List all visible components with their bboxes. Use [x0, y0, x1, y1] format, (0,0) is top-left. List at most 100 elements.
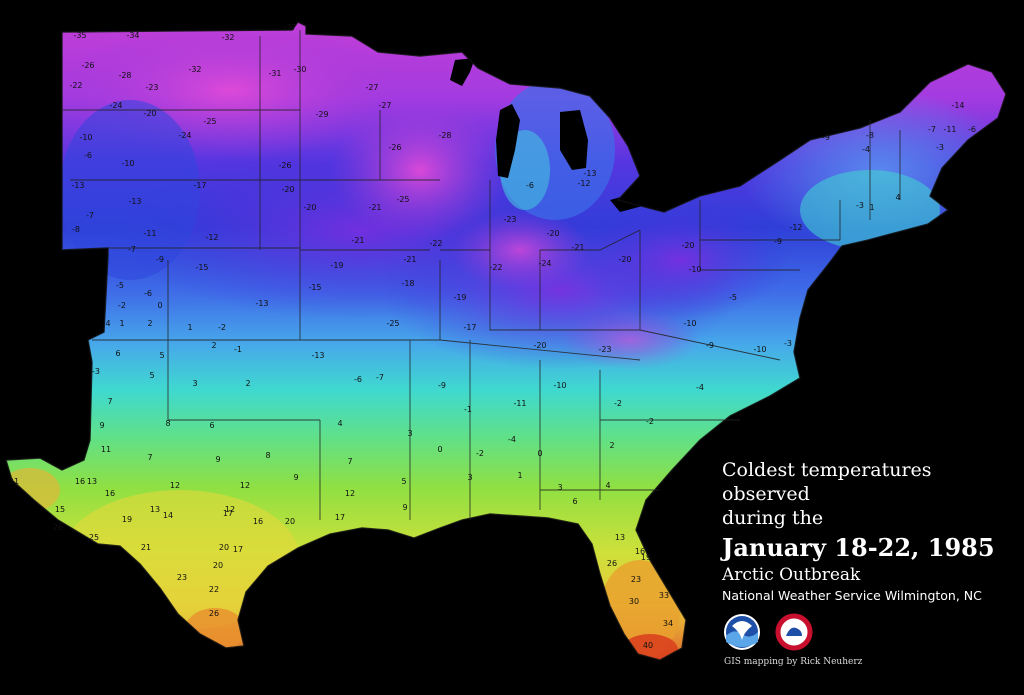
temperature-label: 2: [211, 341, 216, 350]
temperature-label: 4: [895, 193, 900, 202]
temperature-label: 23: [631, 575, 641, 584]
temperature-label: 16: [635, 547, 645, 556]
temperature-label: -9: [706, 341, 714, 350]
temperature-label: -20: [618, 255, 631, 264]
temperature-label: -20: [281, 185, 294, 194]
temperature-label: -3: [92, 367, 100, 376]
temperature-label: -27: [378, 101, 391, 110]
temperature-label: -1: [234, 345, 242, 354]
agency-logos: [722, 612, 822, 652]
map-caption: Coldest temperatures observed during the…: [722, 458, 1018, 586]
temperature-label: 7: [347, 457, 352, 466]
temperature-label: -13: [128, 197, 141, 206]
temperature-label: -22: [429, 239, 442, 248]
temperature-label: -17: [463, 323, 476, 332]
temperature-label: 1: [517, 471, 522, 480]
temperature-label: -1: [464, 405, 472, 414]
temperature-label: -20: [681, 241, 694, 250]
temperature-label: 0: [537, 449, 542, 458]
temperature-label: -23: [145, 83, 158, 92]
temperature-label: -13: [583, 169, 596, 178]
temperature-label: -15: [308, 283, 321, 292]
temperature-label: 4: [105, 319, 110, 328]
temperature-label: 16: [105, 489, 115, 498]
temperature-label: 26: [209, 609, 219, 618]
temperature-label: -32: [221, 33, 234, 42]
temperature-label: 20: [219, 543, 229, 552]
temperature-label: 5: [159, 351, 164, 360]
temperature-label: -26: [388, 143, 401, 152]
temperature-label: 6: [209, 421, 214, 430]
temperature-label: -9: [822, 133, 830, 142]
temperature-label: -28: [438, 131, 451, 140]
temperature-label: -3: [936, 143, 944, 152]
temperature-label: 2: [245, 379, 250, 388]
temperature-label: -37: [283, 23, 296, 32]
temperature-label: -13: [71, 181, 84, 190]
temperature-label: -26: [81, 61, 94, 70]
temperature-label: 26: [53, 523, 63, 532]
temperature-label: -15: [195, 263, 208, 272]
temperature-label: 20: [213, 561, 223, 570]
temperature-label: -22: [69, 81, 82, 90]
temperature-label: -25: [203, 117, 216, 126]
temperature-label: 23: [177, 573, 187, 582]
temperature-label: -24: [178, 131, 191, 140]
temperature-label: -24: [109, 101, 122, 110]
temperature-label: -24: [538, 259, 551, 268]
great-lakes: [450, 58, 726, 212]
temperature-label: -26: [278, 161, 291, 170]
temperature-label: -9: [438, 381, 446, 390]
temperature-label: 1: [869, 203, 874, 212]
temperature-label: -21: [368, 203, 381, 212]
temperature-label: -14: [951, 101, 964, 110]
temperature-label: -13: [311, 351, 324, 360]
temperature-label: 19: [641, 553, 651, 562]
temperature-label: 14: [163, 511, 173, 520]
temperature-label: -21: [571, 243, 584, 252]
temperature-label: -2: [118, 301, 126, 310]
temperature-label: 11: [101, 445, 111, 454]
temperature-label: -9: [156, 255, 164, 264]
temperature-label: 9: [293, 473, 298, 482]
temperature-label: -11: [943, 125, 956, 134]
temperature-label: 7: [147, 453, 152, 462]
temperature-label: -10: [688, 265, 701, 274]
temperature-label: 16: [253, 517, 263, 526]
temperature-label: 3: [557, 483, 562, 492]
temperature-label: -10: [753, 345, 766, 354]
temperature-label: -27: [365, 83, 378, 92]
temperature-label: 21: [141, 543, 151, 552]
temperature-label: 12: [170, 481, 180, 490]
temperature-label: -32: [188, 65, 201, 74]
temperature-label: 6: [115, 349, 120, 358]
temperature-label: 22: [209, 585, 219, 594]
temperature-label: 8: [165, 419, 170, 428]
state-borders: [5, 21, 1007, 661]
temperature-label: 8: [265, 451, 270, 460]
temperature-label: -20: [546, 229, 559, 238]
temperature-label: -2: [614, 399, 622, 408]
temperature-label: 17: [233, 545, 243, 554]
temperature-label: -4: [862, 145, 870, 154]
temperature-label: -12: [577, 179, 590, 188]
temperature-label: 7: [107, 397, 112, 406]
temperature-label: -31: [268, 69, 281, 78]
temperature-label: -9: [774, 237, 782, 246]
temperature-label: 20: [285, 517, 295, 526]
temperature-label: -10: [121, 159, 134, 168]
temperature-label: -13: [255, 299, 268, 308]
temperature-label: -22: [489, 263, 502, 272]
temperature-label: 15: [55, 505, 65, 514]
temperature-label: -10: [683, 319, 696, 328]
temperature-label: -10: [79, 133, 92, 142]
temperature-label: -30: [293, 65, 306, 74]
temperature-label: 4: [605, 481, 610, 490]
temperature-label: -8: [72, 225, 80, 234]
temperature-label: -19: [330, 261, 343, 270]
temperature-label: 33: [659, 591, 669, 600]
temperature-label: 6: [572, 497, 577, 506]
temperature-label: -6: [354, 375, 362, 384]
temperature-label: -28: [118, 71, 131, 80]
temperature-label: 16: [75, 477, 85, 486]
